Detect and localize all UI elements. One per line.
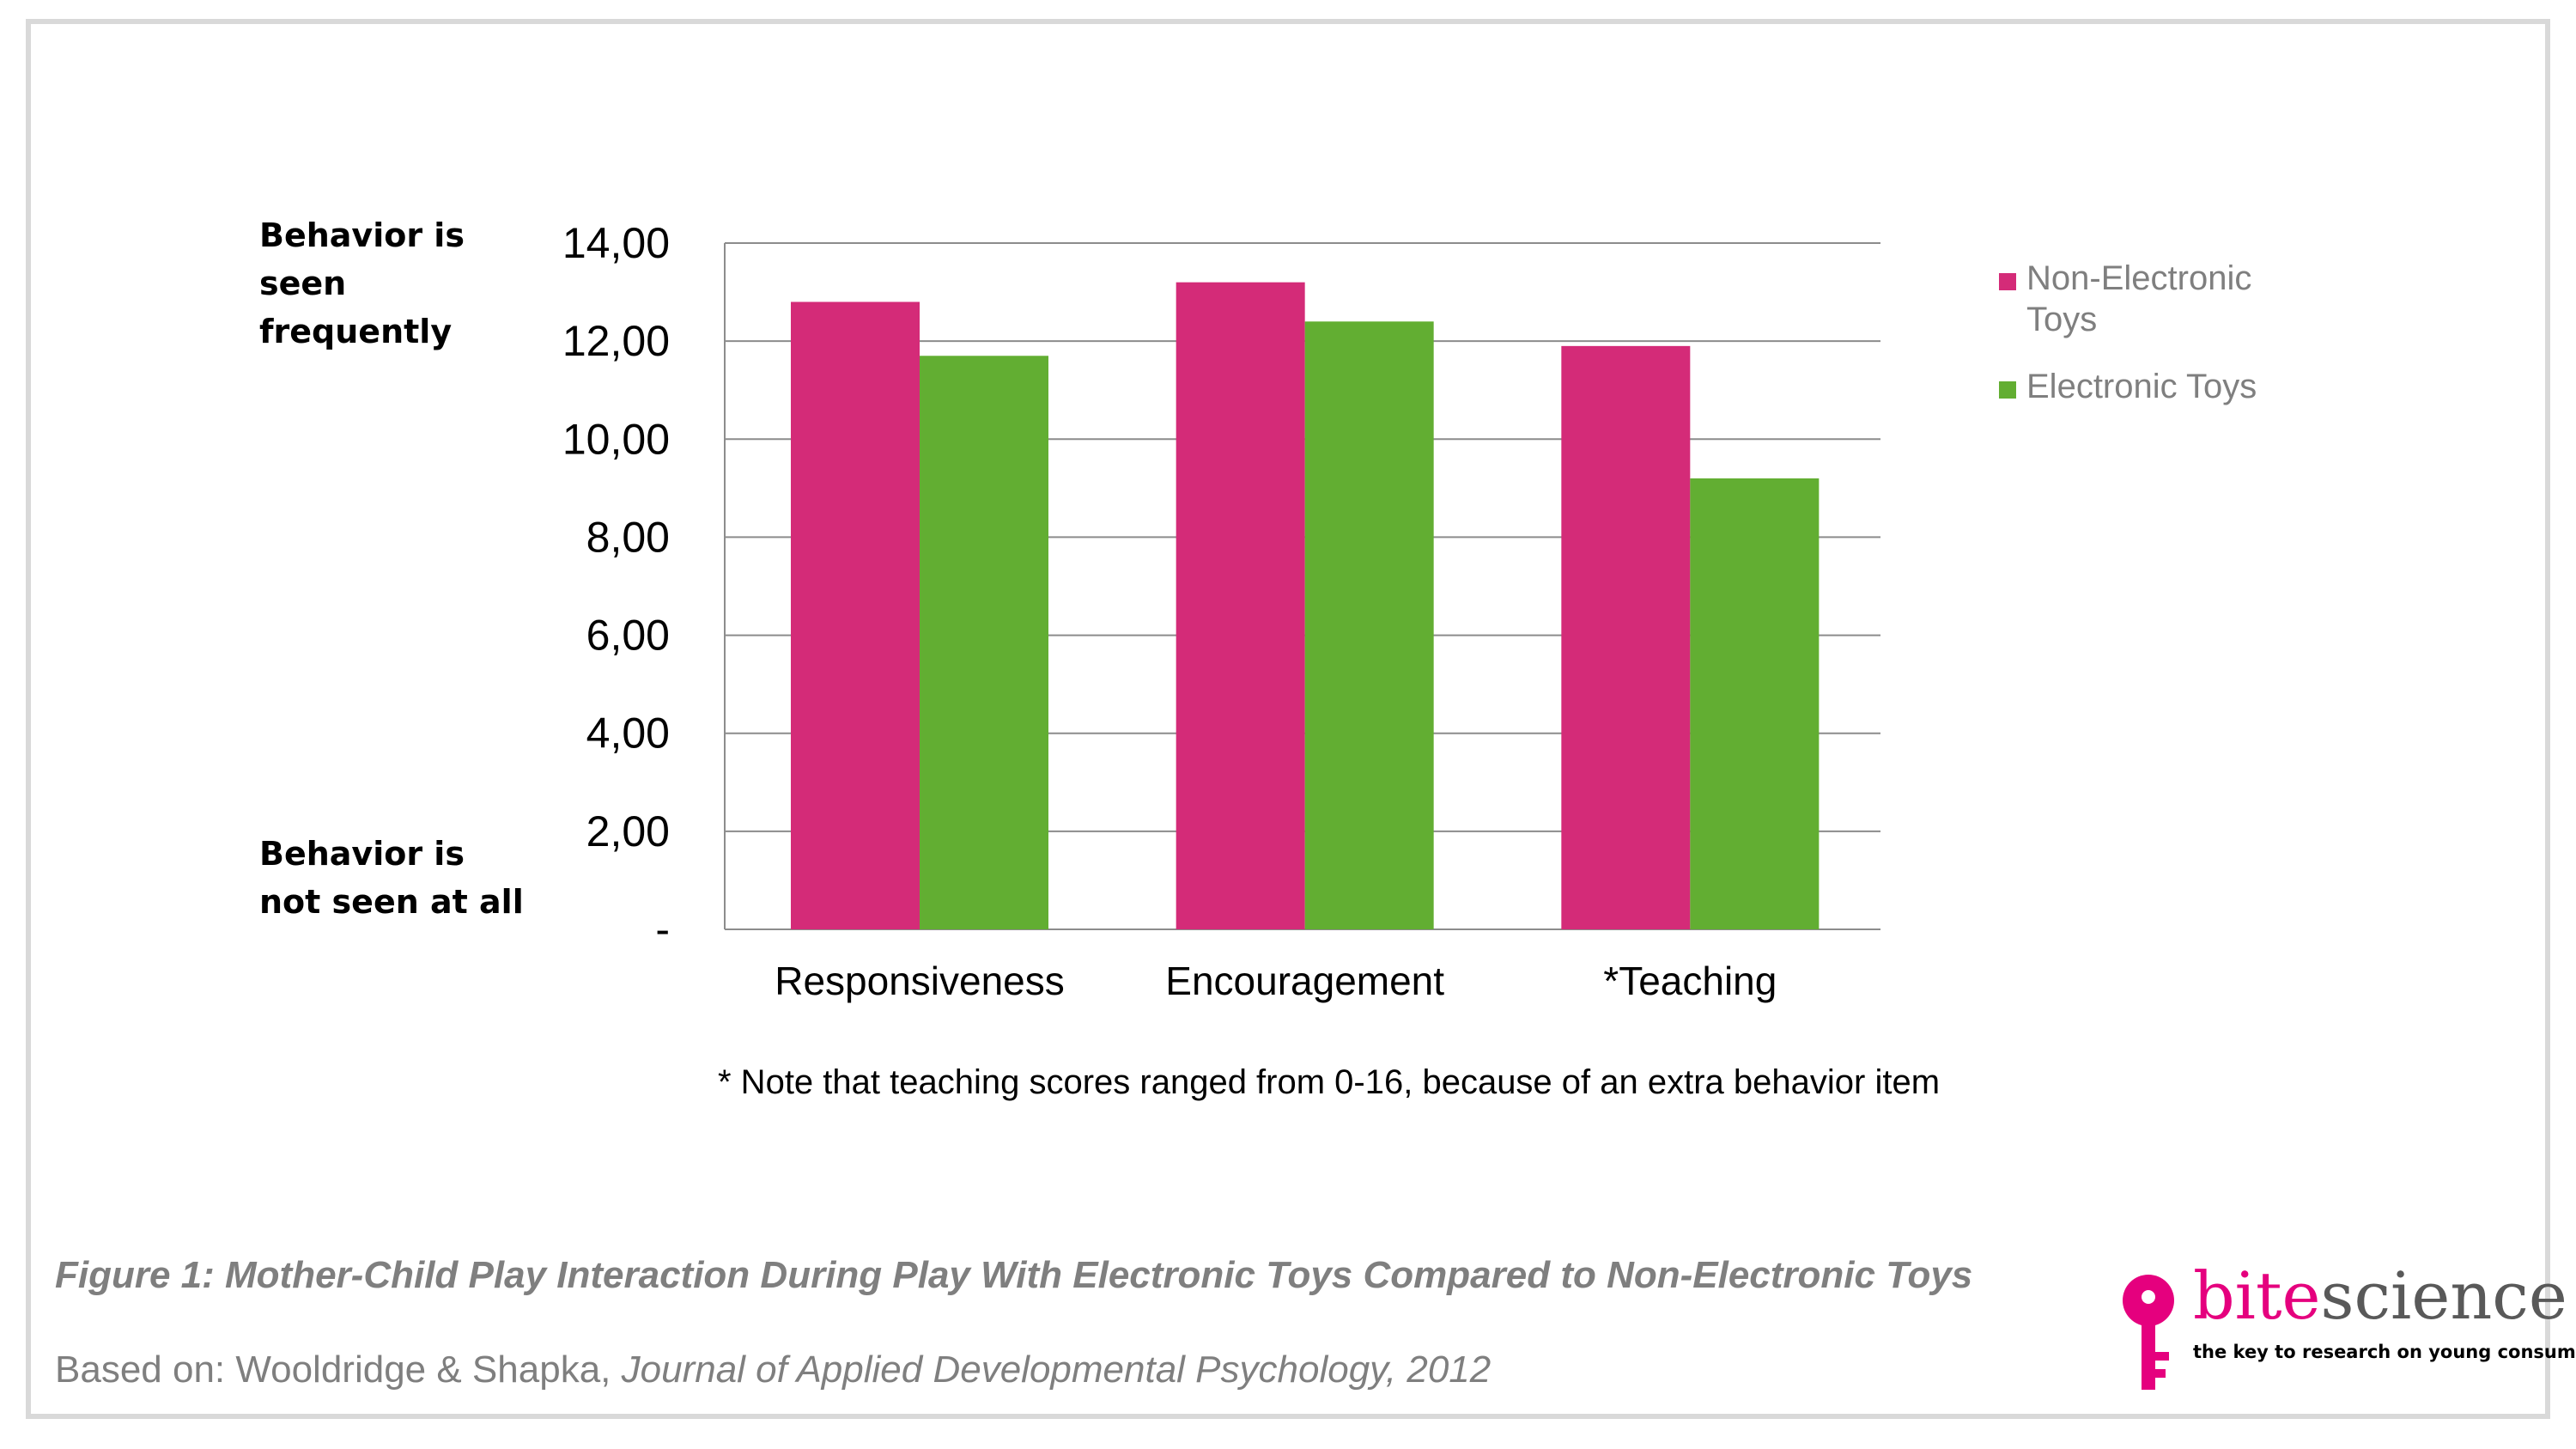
bar-electronic-1: [1304, 321, 1434, 929]
y-annotation-top-line-2: seen: [259, 265, 347, 302]
chart-note: * Note that teaching scores ranged from …: [718, 1063, 1941, 1101]
x-tick-label-1: Encouragement: [1165, 959, 1444, 1003]
x-tick-label-2: *Teaching: [1603, 959, 1777, 1003]
source-journal: Journal of Applied Developmental Psychol…: [621, 1349, 1492, 1391]
y-tick-label-0: -: [655, 905, 670, 953]
bar-electronic-0: [920, 356, 1048, 929]
legend-swatch-0: [1999, 273, 2016, 290]
x-tick-label-0: Responsiveness: [775, 959, 1065, 1003]
y-tick-label-7: 14,00: [562, 219, 670, 267]
bar-electronic-2: [1690, 478, 1820, 929]
y-tick-label-3: 6,00: [586, 612, 670, 660]
bitescience-logo: bitescience the key to research on young…: [2114, 1257, 2576, 1391]
logo-word-rest: science: [2320, 1257, 2567, 1334]
y-tick-label-6: 12,00: [562, 317, 670, 365]
y-annotation-top: Behavior is seen frequently: [259, 211, 465, 356]
y-tick-label-4: 8,00: [586, 513, 670, 561]
y-tick-label-5: 10,00: [562, 415, 670, 463]
source-citation: Based on: Wooldridge & Shapka, Journal o…: [55, 1349, 1491, 1391]
legend-label-1: Electronic Toys: [2026, 368, 2257, 405]
y-annotation-top-line-1: Behavior is: [259, 216, 465, 254]
logo-word-accent: bite: [2193, 1257, 2321, 1334]
y-tick-label-1: 2,00: [586, 807, 670, 855]
y-annotation-top-line-3: frequently: [259, 313, 453, 350]
source-prefix: Based on: Wooldridge & Shapka,: [55, 1349, 622, 1391]
y-annotation-bottom: Behavior is not seen at all: [259, 830, 524, 926]
legend-swatch-1: [1999, 381, 2016, 399]
logo-wordmark: bitescience: [2193, 1257, 2567, 1335]
key-icon: [2123, 1275, 2174, 1390]
bar-non-electronic-0: [791, 301, 920, 929]
y-annotation-bottom-line-1: Behavior is: [259, 835, 465, 873]
bar-non-electronic-2: [1561, 345, 1691, 930]
figure-caption: Figure 1: Mother-Child Play Interaction …: [55, 1254, 1973, 1296]
legend-label-0: Non-Electronic Toys: [2026, 259, 2251, 338]
y-annotation-bottom-line-2: not seen at all: [259, 883, 524, 921]
logo-tagline: the key to research on young consumers: [2193, 1342, 2576, 1362]
bar-non-electronic-1: [1176, 282, 1305, 930]
y-tick-label-2: 4,00: [586, 709, 670, 758]
bar-chart: - 2,00 4,00 6,00 8,00 10,00 12,00 14,00 Responsi…: [562, 219, 2257, 1003]
